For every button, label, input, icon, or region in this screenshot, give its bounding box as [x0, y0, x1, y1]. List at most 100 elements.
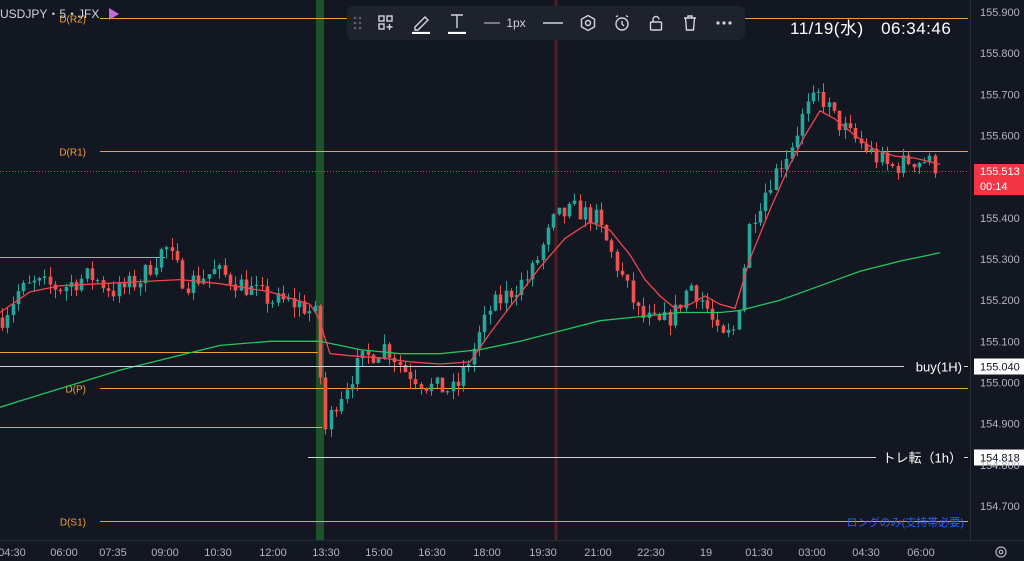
line-width-icon[interactable]: 1px	[475, 6, 535, 40]
candle-body	[477, 332, 482, 349]
time-tick-label: 10:30	[204, 547, 232, 559]
candle-body	[260, 284, 265, 287]
alert-icon[interactable]	[605, 6, 639, 40]
time-tick-label: 19	[700, 547, 712, 559]
candle-body	[413, 379, 418, 385]
candle-body	[753, 222, 758, 225]
candle-body	[482, 314, 487, 333]
candle-body	[530, 263, 535, 280]
lock-icon[interactable]	[639, 6, 673, 40]
moving-average-fast	[0, 109, 941, 365]
candle-body	[578, 200, 583, 220]
candle-body	[329, 409, 334, 430]
candle-body	[196, 275, 201, 284]
candle-body	[58, 289, 63, 292]
candle-body	[223, 265, 228, 275]
candle-body	[641, 305, 646, 318]
candle-body	[594, 209, 599, 224]
candle-body	[806, 101, 811, 114]
candle-body	[355, 358, 360, 385]
add-object-icon[interactable]	[369, 6, 403, 40]
candle-body	[562, 207, 567, 217]
candle-body	[472, 348, 477, 365]
user-line-tag-1	[974, 449, 1024, 466]
price-tick-label: 154.700	[980, 501, 1020, 513]
candle-body	[747, 224, 752, 268]
candle-body	[180, 260, 185, 289]
price-tick-label: 155.400	[980, 213, 1020, 225]
candle-body	[742, 267, 747, 311]
price-tick-label: 155.800	[980, 48, 1020, 60]
time-tick-label: 19:30	[529, 547, 557, 559]
candle-body	[869, 148, 874, 151]
more-icon[interactable]	[707, 6, 741, 40]
candle-body	[535, 259, 540, 264]
session-band-1	[554, 0, 558, 540]
session-band-0	[316, 0, 324, 540]
candle-body	[498, 294, 503, 304]
price-tick-label: 155.900	[980, 7, 1020, 19]
candle-body	[382, 344, 387, 358]
candle-body	[684, 290, 689, 309]
candle-body	[212, 268, 217, 275]
candle-body	[604, 225, 609, 241]
candle-body	[874, 148, 879, 163]
current-price-tag: 155.513	[974, 163, 1024, 180]
axis-settings-icon[interactable]	[995, 546, 1007, 558]
candle-body	[906, 155, 911, 165]
drawing-toolbar: 1px	[347, 6, 745, 40]
candle-body	[286, 298, 291, 300]
candle-body	[694, 285, 699, 302]
candle-body	[933, 155, 938, 174]
candle-body	[143, 265, 148, 284]
price-tick-label: 155.000	[980, 378, 1020, 390]
candle-body	[270, 302, 275, 304]
text-icon[interactable]	[439, 6, 475, 40]
symbol-title: USDJPY・5・JFX	[0, 7, 100, 21]
candle-body	[636, 302, 641, 306]
candle-body	[657, 313, 662, 321]
candle-body	[360, 350, 365, 359]
candle-body	[795, 135, 800, 148]
candle-body	[848, 123, 853, 128]
candle-body	[191, 275, 196, 293]
candle-body	[620, 270, 625, 275]
drag-handle-icon[interactable]	[347, 6, 369, 40]
candle-body	[233, 284, 238, 291]
pencil-icon[interactable]	[403, 6, 439, 40]
candle-body	[201, 278, 206, 284]
settings-icon[interactable]	[571, 6, 605, 40]
user-line-tag-text-0: 155.040	[980, 362, 1020, 374]
countdown-label: 00:14	[980, 181, 1008, 193]
candle-body	[588, 207, 593, 224]
candle-body	[42, 276, 47, 279]
candle-body	[673, 304, 678, 326]
candle-body	[323, 377, 328, 430]
candle-body	[821, 91, 826, 108]
candle-body	[117, 282, 122, 297]
line-style-icon[interactable]	[535, 6, 571, 40]
candle-body	[122, 282, 127, 288]
price-tick-label: 155.600	[980, 131, 1020, 143]
candle-body	[514, 295, 519, 298]
pivot-label-0: D(R2)	[59, 15, 86, 26]
candle-body	[48, 276, 53, 285]
current-price-label: 155.513	[980, 165, 1020, 178]
candle-body	[85, 268, 90, 279]
candle-body	[546, 227, 551, 245]
time-tick-label: 18:00	[473, 547, 501, 559]
candle-body	[27, 282, 32, 284]
price-tick-label: 154.900	[980, 419, 1020, 431]
candle-body	[435, 377, 440, 384]
price-tick-label: 155.300	[980, 254, 1020, 266]
candle-body	[551, 214, 556, 228]
candle-body	[186, 288, 191, 293]
candle-body	[912, 164, 917, 168]
trash-icon[interactable]	[673, 6, 707, 40]
candle-body	[456, 381, 461, 386]
candle-body	[207, 274, 212, 279]
candle-body	[371, 354, 376, 363]
candle-body	[731, 329, 736, 331]
candle-body	[790, 147, 795, 159]
